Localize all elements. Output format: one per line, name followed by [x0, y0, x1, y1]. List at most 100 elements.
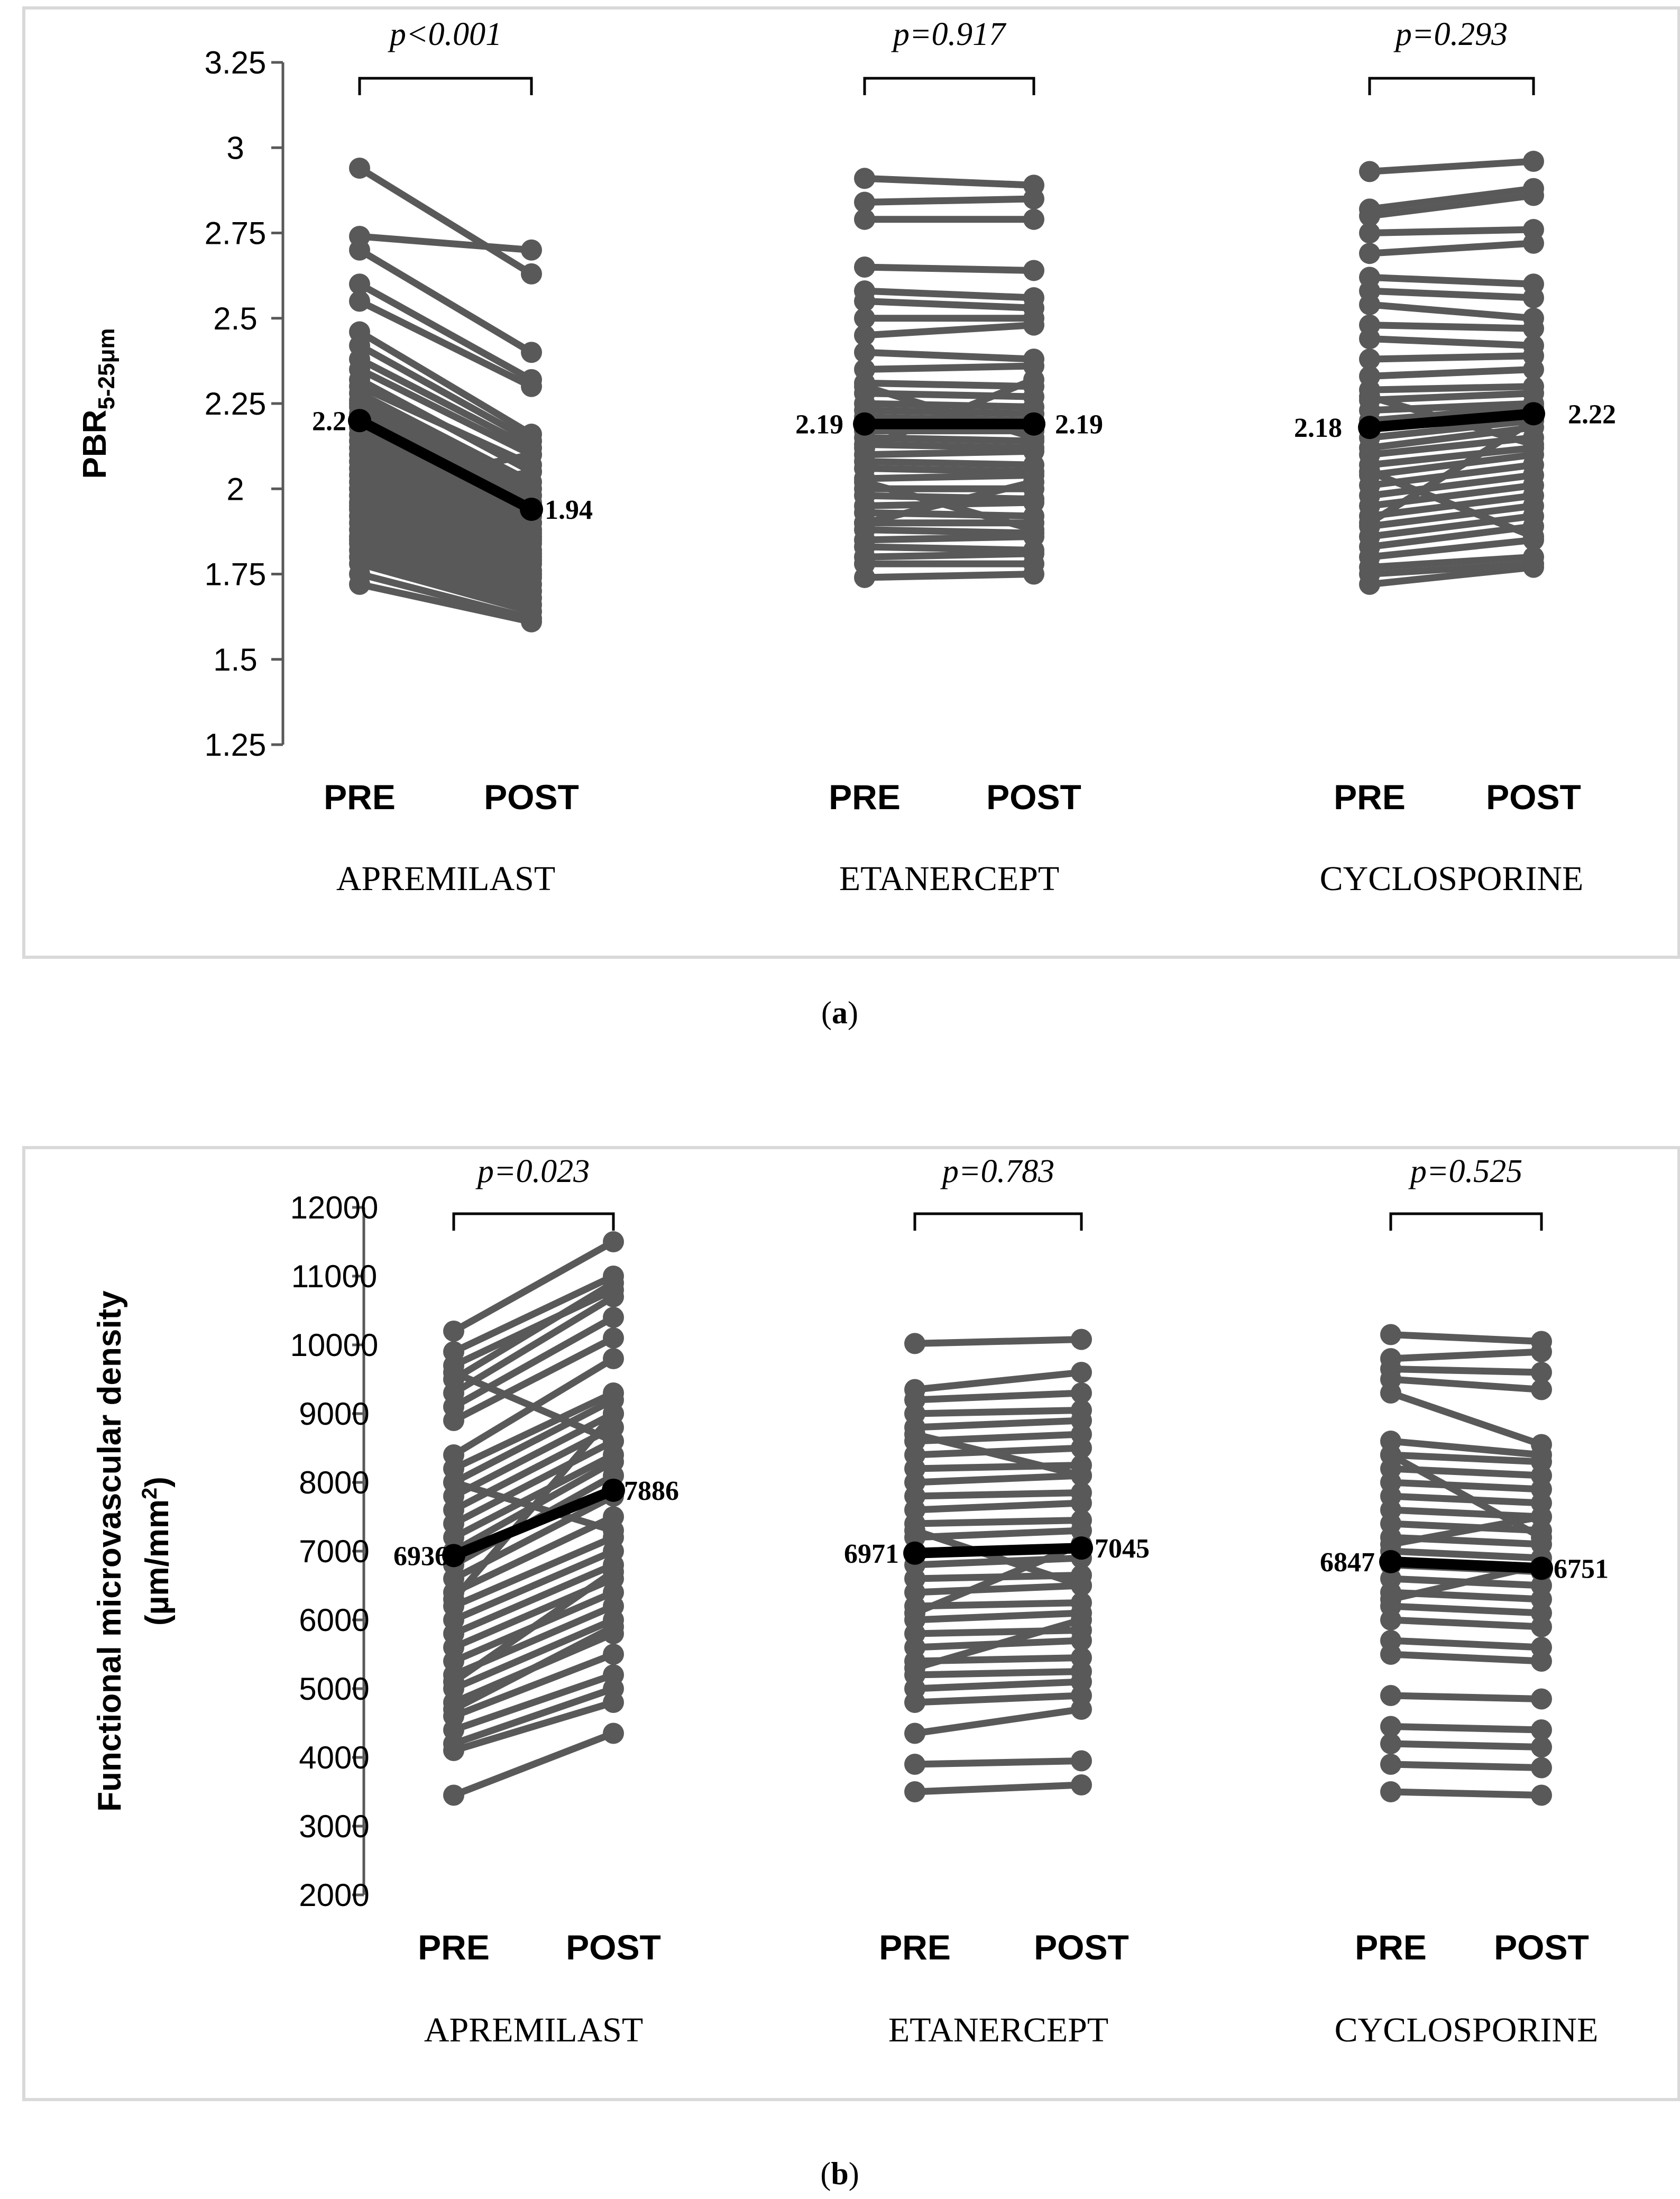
subject-line [911, 1757, 1085, 1768]
subject-line [1387, 1451, 1545, 1465]
significance-bracket [358, 77, 533, 95]
mean-label-post: 2.22 [1568, 399, 1616, 429]
y-tick-label: 1.5 [213, 642, 257, 677]
subject-line [450, 1616, 617, 1692]
subject-point-post [1523, 434, 1544, 455]
y-tick-label: 6000 [299, 1602, 369, 1638]
subject-point-post [1071, 1328, 1092, 1350]
subject-line [861, 550, 1038, 561]
subject-line [450, 1451, 617, 1541]
subject-point-pre [1380, 1754, 1401, 1775]
group-name: APREMILAST [336, 859, 555, 898]
subject-line [911, 1678, 1085, 1692]
caption-a-close: ) [848, 995, 858, 1030]
subject-line [1366, 444, 1537, 469]
y-tick-label: 11000 [291, 1259, 377, 1294]
mean-point-pre [853, 412, 876, 436]
subject-point-post [603, 1520, 624, 1541]
group-name: CYCLOSPORINE [1335, 2011, 1599, 2049]
subject-point-post [1071, 1362, 1092, 1383]
significance-bracket [863, 77, 1035, 95]
subject-point-post [1531, 1506, 1552, 1527]
subject-line [1366, 192, 1537, 219]
subject-line [450, 1437, 617, 1527]
caption-b-letter: b [831, 2156, 848, 2191]
subject-point-pre [1359, 243, 1380, 264]
subject-point-pre [443, 1740, 464, 1761]
subject-point-pre [1359, 222, 1380, 244]
subject-line [911, 1336, 1085, 1347]
subject-point-pre [854, 290, 875, 312]
y-axis-label: PBR5-25μm [77, 328, 120, 479]
subject-point-post [603, 1286, 624, 1307]
mean-point-pre [1358, 416, 1381, 439]
subject-line [861, 465, 1038, 475]
subject-point-pre [1380, 1324, 1401, 1345]
y-tick-label: 5000 [299, 1671, 369, 1707]
subject-line [356, 246, 535, 356]
subject-point-pre [854, 566, 875, 588]
subject-line [1387, 1616, 1545, 1630]
y-tick-label: 1.75 [205, 557, 267, 592]
subject-point-pre [854, 168, 875, 189]
subject-point-pre [854, 307, 875, 329]
subject-line [1366, 240, 1537, 257]
subject-point-post [1071, 1465, 1092, 1486]
subject-point-post [1523, 318, 1544, 340]
subject-point-pre [1359, 205, 1380, 227]
subject-line [861, 478, 1038, 534]
subject-point-post [1023, 519, 1044, 540]
subject-line [1387, 1651, 1545, 1665]
subject-point-post [603, 1348, 624, 1369]
subject-line [911, 1389, 1085, 1404]
subject-point-post [603, 1722, 624, 1744]
subject-point-post [521, 461, 542, 482]
subject-line [861, 298, 1038, 311]
subject-line [356, 468, 535, 509]
subject-line [911, 1499, 1085, 1514]
y-tick-label: 9000 [299, 1396, 369, 1432]
subject-line [356, 560, 535, 615]
subject-line [356, 533, 535, 588]
subject-line [450, 1623, 617, 1713]
subject-line [1366, 158, 1537, 175]
subject-line [1366, 383, 1537, 393]
x-label-post: POST [566, 1928, 661, 1967]
subject-line [911, 1706, 1085, 1737]
subject-line [1366, 301, 1537, 322]
mean-point-post [1022, 412, 1045, 436]
subject-point-post [1531, 1616, 1552, 1637]
subject-line [861, 533, 1038, 544]
group-apremilast: 2.2 1.94 p<0.001 PRE POST APREMILAST [312, 16, 593, 898]
subject-line [356, 298, 535, 390]
subject-point-post [1071, 1437, 1092, 1459]
subject-point-pre [349, 290, 370, 312]
subject-point-post [1071, 1382, 1092, 1404]
group-apremilast: 6936 7886 p=0.023 PRE POST APREMILAST [393, 1153, 679, 2049]
subject-line [911, 1472, 1085, 1486]
subject-point-pre [1359, 294, 1380, 315]
subject-line [911, 1692, 1085, 1706]
subject-point-post [1523, 526, 1544, 547]
subject-line [450, 1293, 617, 1397]
subject-point-pre [1380, 1609, 1401, 1630]
subject-point-post [1071, 1750, 1092, 1772]
subject-point-pre [443, 1410, 464, 1431]
mean-line [910, 1543, 1087, 1559]
group-name: ETANERCEPT [839, 859, 1059, 898]
subject-line [861, 195, 1038, 206]
subject-point-pre [349, 393, 370, 414]
y-tick-label: 2.5 [213, 301, 257, 336]
subject-line [1387, 1451, 1545, 1541]
mean-label-pre: 2.19 [795, 410, 843, 440]
subject-point-pre [904, 1722, 925, 1744]
subject-line [1366, 417, 1537, 527]
subject-point-pre [1380, 1733, 1401, 1754]
subject-line [356, 512, 535, 574]
y-tick-label: 2000 [299, 1877, 369, 1913]
mean-line [1385, 1556, 1547, 1574]
subject-line [861, 458, 1038, 469]
x-label-post: POST [986, 777, 1081, 817]
subject-point-pre [904, 1424, 925, 1445]
